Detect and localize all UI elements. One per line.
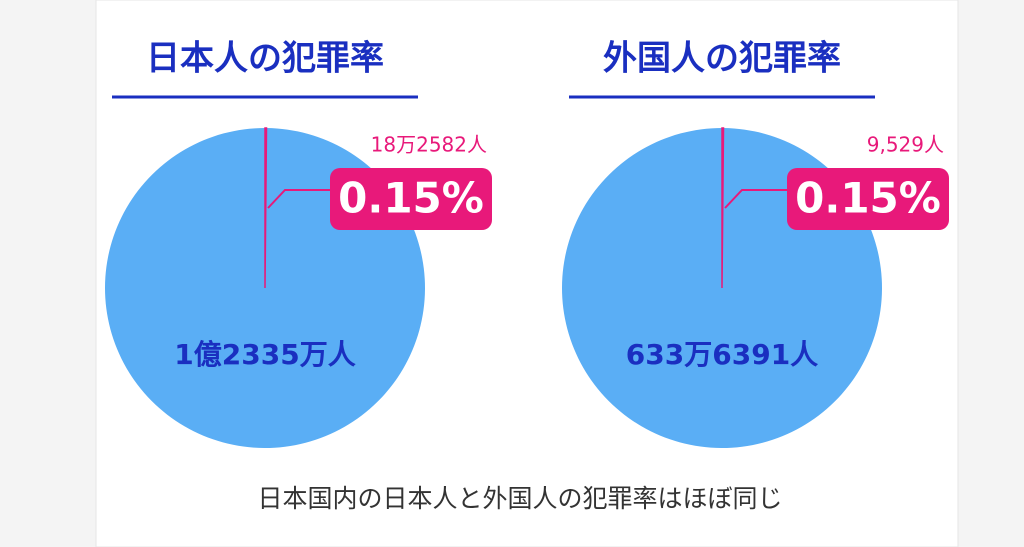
chart-title: 外国人の犯罪率: [603, 39, 841, 79]
caption: 日本国内の日本人と外国人の犯罪率はほぼ同じ: [257, 484, 782, 513]
slice-label: 18万2582人: [371, 133, 487, 157]
pie-slice: [264, 127, 268, 289]
slice-label: 9,529人: [867, 133, 944, 157]
value-label-box: [787, 168, 949, 230]
value-label: 0.15%: [795, 174, 941, 223]
pie-slice: [721, 127, 725, 289]
value-label-box: [330, 168, 492, 230]
chart-title: 日本人の犯罪率: [146, 39, 384, 79]
value-label: 0.15%: [338, 174, 484, 223]
slice-label: 633万6391人: [626, 338, 818, 371]
slice-label: 1億2335万人: [174, 338, 355, 371]
leader-line: [724, 189, 792, 209]
leader-line: [267, 189, 335, 209]
